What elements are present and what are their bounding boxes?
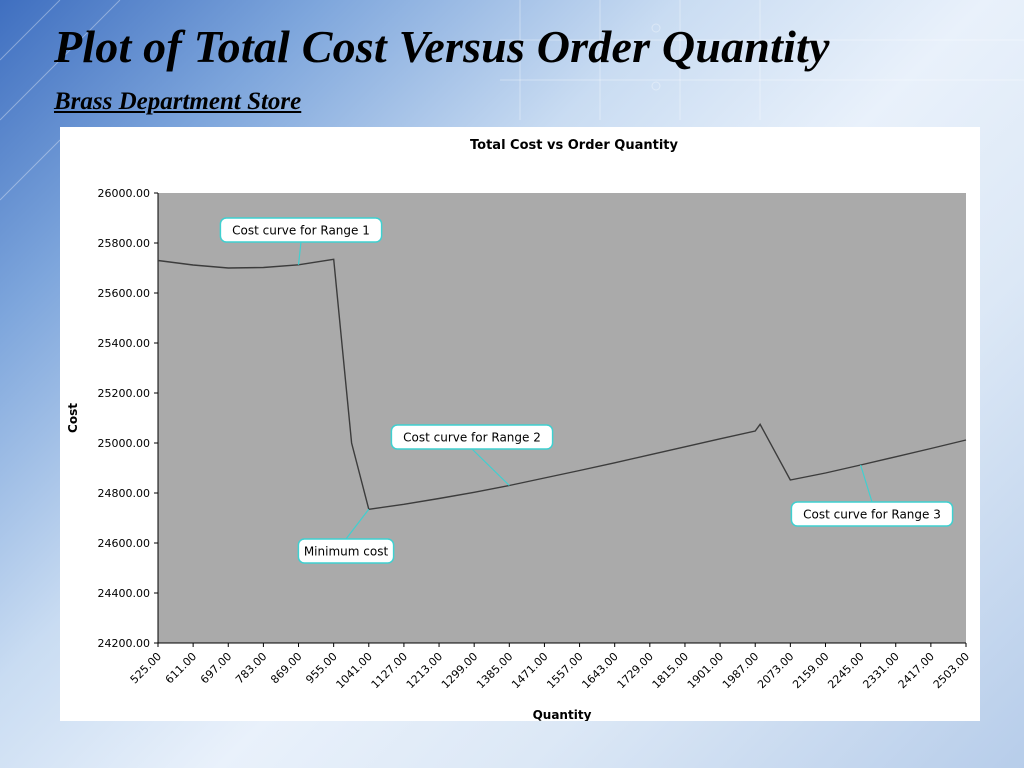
x-tick-label: 1213.00 <box>404 650 445 691</box>
slide-title: Plot of Total Cost Versus Order Quantity <box>54 21 830 72</box>
x-tick-label: 2245.00 <box>825 650 866 691</box>
cost-chart: Total Cost vs Order Quantity 26000.00 2580… <box>66 138 972 721</box>
x-tick-label: 1729.00 <box>615 650 656 691</box>
callout-label: Cost curve for Range 1 <box>232 224 370 238</box>
chart-panel: Total Cost vs Order Quantity 26000.00 2580… <box>60 127 980 721</box>
x-tick-label: 2073.00 <box>755 650 796 691</box>
x-axis-label: Quantity <box>533 708 592 721</box>
x-tick-label: 2503.00 <box>931 650 972 691</box>
callout-box <box>219 217 383 243</box>
x-tick-label: 869.00 <box>268 650 304 686</box>
x-tick-label: 525.00 <box>128 650 164 686</box>
y-axis-label: Cost <box>66 403 80 433</box>
x-tick-label: 1471.00 <box>509 650 550 691</box>
callout-box <box>297 538 395 564</box>
x-tick-label: 1385.00 <box>474 650 515 691</box>
cost-series-line <box>157 258 967 511</box>
y-tick-label: 24600.00 <box>98 537 151 550</box>
callout-box <box>790 501 954 527</box>
x-tick-label: 1987.00 <box>720 650 761 691</box>
callout-label: Cost curve for Range 2 <box>403 431 541 445</box>
callout-leader <box>345 508 370 540</box>
callout-leader <box>471 448 510 486</box>
y-tick-label: 25600.00 <box>98 287 151 300</box>
y-tick-label: 26000.00 <box>98 187 151 200</box>
x-tick-label: 2331.00 <box>860 650 901 691</box>
x-tick-label: 1041.00 <box>334 650 375 691</box>
plot-area <box>158 193 966 643</box>
callout-leader <box>297 241 302 265</box>
x-tick-label: 2417.00 <box>896 650 937 691</box>
x-tick-label: 2159.00 <box>790 650 831 691</box>
x-tick-label: 611.00 <box>163 650 199 686</box>
y-tick-label: 24800.00 <box>98 487 151 500</box>
x-tick-label: 1901.00 <box>685 650 726 691</box>
callout-label: Minimum cost <box>304 545 389 559</box>
x-tick-label: 1127.00 <box>369 650 410 691</box>
x-tick-label: 697.00 <box>198 650 234 686</box>
callout-box <box>390 424 554 450</box>
x-tick-label: 783.00 <box>233 650 269 686</box>
chart-title: Total Cost vs Order Quantity <box>470 138 678 153</box>
y-tick-label: 25200.00 <box>98 387 151 400</box>
x-tick-label: 1557.00 <box>544 650 585 691</box>
slide-subtitle: Brass Department Store <box>54 88 302 115</box>
y-tick-label: 24400.00 <box>98 587 151 600</box>
callout-leader <box>860 464 873 503</box>
y-tick-label: 25800.00 <box>98 237 151 250</box>
y-tick-label: 24200.00 <box>98 637 151 650</box>
callout-label: Cost curve for Range 3 <box>803 508 941 522</box>
x-tick-label: 1815.00 <box>650 650 691 691</box>
y-tick-label: 25400.00 <box>98 337 151 350</box>
y-tick-label: 25000.00 <box>98 437 151 450</box>
x-tick-label: 1643.00 <box>579 650 620 691</box>
x-tick-label: 1299.00 <box>439 650 480 691</box>
